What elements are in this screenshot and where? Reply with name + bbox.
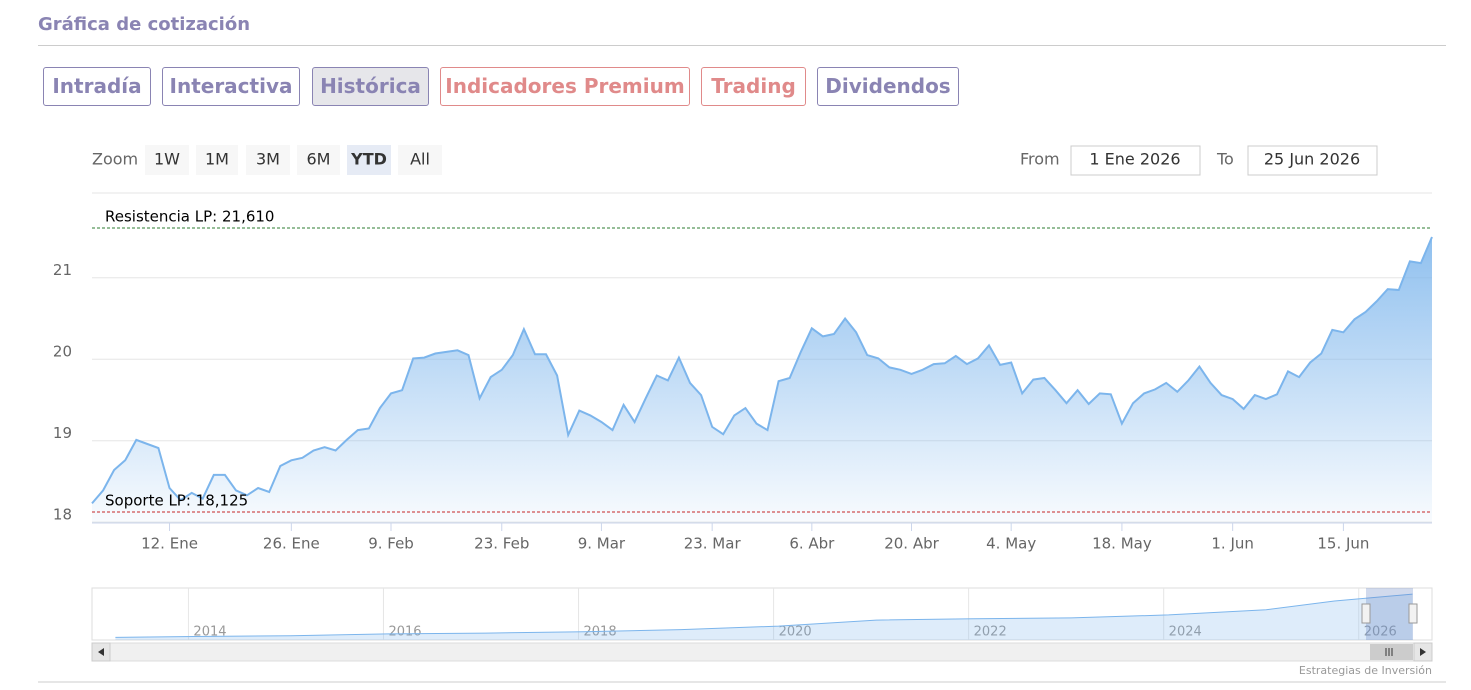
tab[interactable]: Trading xyxy=(701,67,806,106)
zoom-button-label: 6M xyxy=(307,150,331,169)
x-tick-label: 9. Mar xyxy=(578,535,626,553)
from-input[interactable] xyxy=(1070,145,1201,176)
zoom-button[interactable] xyxy=(145,145,189,175)
reference-label: Soporte LP: 18,125 xyxy=(105,492,248,510)
from-value: 1 Ene 2026 xyxy=(1089,150,1180,169)
navigator-area xyxy=(115,594,1413,640)
x-tick-label: 12. Ene xyxy=(141,535,198,553)
area xyxy=(92,237,1432,523)
reference-label: Resistencia LP: 21,610 xyxy=(105,208,274,226)
x-tick-label: 23. Mar xyxy=(684,535,742,553)
line xyxy=(91,236,1433,505)
zoom-button[interactable] xyxy=(347,145,391,175)
navigator-handle[interactable] xyxy=(1361,603,1371,624)
navigator-tick-label: 2022 xyxy=(974,625,1007,640)
navigator-tick-label: 2020 xyxy=(779,625,812,640)
to-value: 25 Jun 2026 xyxy=(1264,150,1360,169)
tab[interactable]: Dividendos xyxy=(817,67,959,106)
x-tick-label: 9. Feb xyxy=(368,535,414,553)
x-tick-label: 15. Jun xyxy=(1317,535,1369,553)
navigator-selection[interactable] xyxy=(1366,588,1413,640)
from-label: From xyxy=(1020,150,1060,169)
zoom-button-label: YTD xyxy=(350,150,387,169)
zoom-button[interactable] xyxy=(297,145,340,175)
navigator-tick-label: 2018 xyxy=(584,625,617,640)
arrow xyxy=(98,648,104,656)
y-tick-label: 21 xyxy=(53,261,72,279)
y-tick-label: 18 xyxy=(53,506,72,524)
y-tick-label: 19 xyxy=(53,424,72,442)
zoom-button-label: 3M xyxy=(256,150,280,169)
tab[interactable]: Interactiva xyxy=(162,67,300,106)
section-title: Gráfica de cotización xyxy=(38,14,251,35)
navigator-tick-label: 2016 xyxy=(388,625,421,640)
divider xyxy=(38,45,1446,46)
zoom-button-label: All xyxy=(410,150,430,169)
zoom-button-label: 1W xyxy=(154,150,180,169)
tab[interactable]: Intradía xyxy=(43,67,151,106)
zoom-label: Zoom xyxy=(92,150,138,169)
navigator-line xyxy=(115,593,1413,638)
x-tick-label: 6. Abr xyxy=(789,535,835,553)
credit: Estrategias de Inversión xyxy=(1299,664,1432,677)
to-input[interactable] xyxy=(1247,145,1378,176)
scrollbar[interactable] xyxy=(91,642,1433,662)
y-tick-label: 20 xyxy=(53,343,72,361)
navigator-tick-label: 2026 xyxy=(1364,625,1397,640)
to-label: To xyxy=(1216,150,1234,169)
zoom-button[interactable] xyxy=(246,145,290,175)
x-tick-label: 20. Abr xyxy=(884,535,939,553)
grip xyxy=(1385,648,1393,656)
tab[interactable]: Histórica xyxy=(312,67,429,106)
x-tick-label: 1. Jun xyxy=(1211,535,1254,553)
zoom-button[interactable] xyxy=(196,145,238,175)
x-tick-label: 23. Feb xyxy=(474,535,529,553)
zoom-button-label: 1M xyxy=(205,150,229,169)
navigator-tick-label: 2024 xyxy=(1169,625,1202,640)
x-tick-label: 4. May xyxy=(986,535,1036,553)
arrow xyxy=(1420,648,1426,656)
navigator-tick-label: 2014 xyxy=(193,625,226,640)
x-tick-label: 26. Ene xyxy=(263,535,320,553)
navigator-frame xyxy=(91,587,1433,641)
tab[interactable]: Indicadores Premium xyxy=(440,67,690,106)
navigator-handle[interactable] xyxy=(1408,603,1418,624)
x-tick-label: 18. May xyxy=(1092,535,1152,553)
zoom-button[interactable] xyxy=(398,145,442,175)
